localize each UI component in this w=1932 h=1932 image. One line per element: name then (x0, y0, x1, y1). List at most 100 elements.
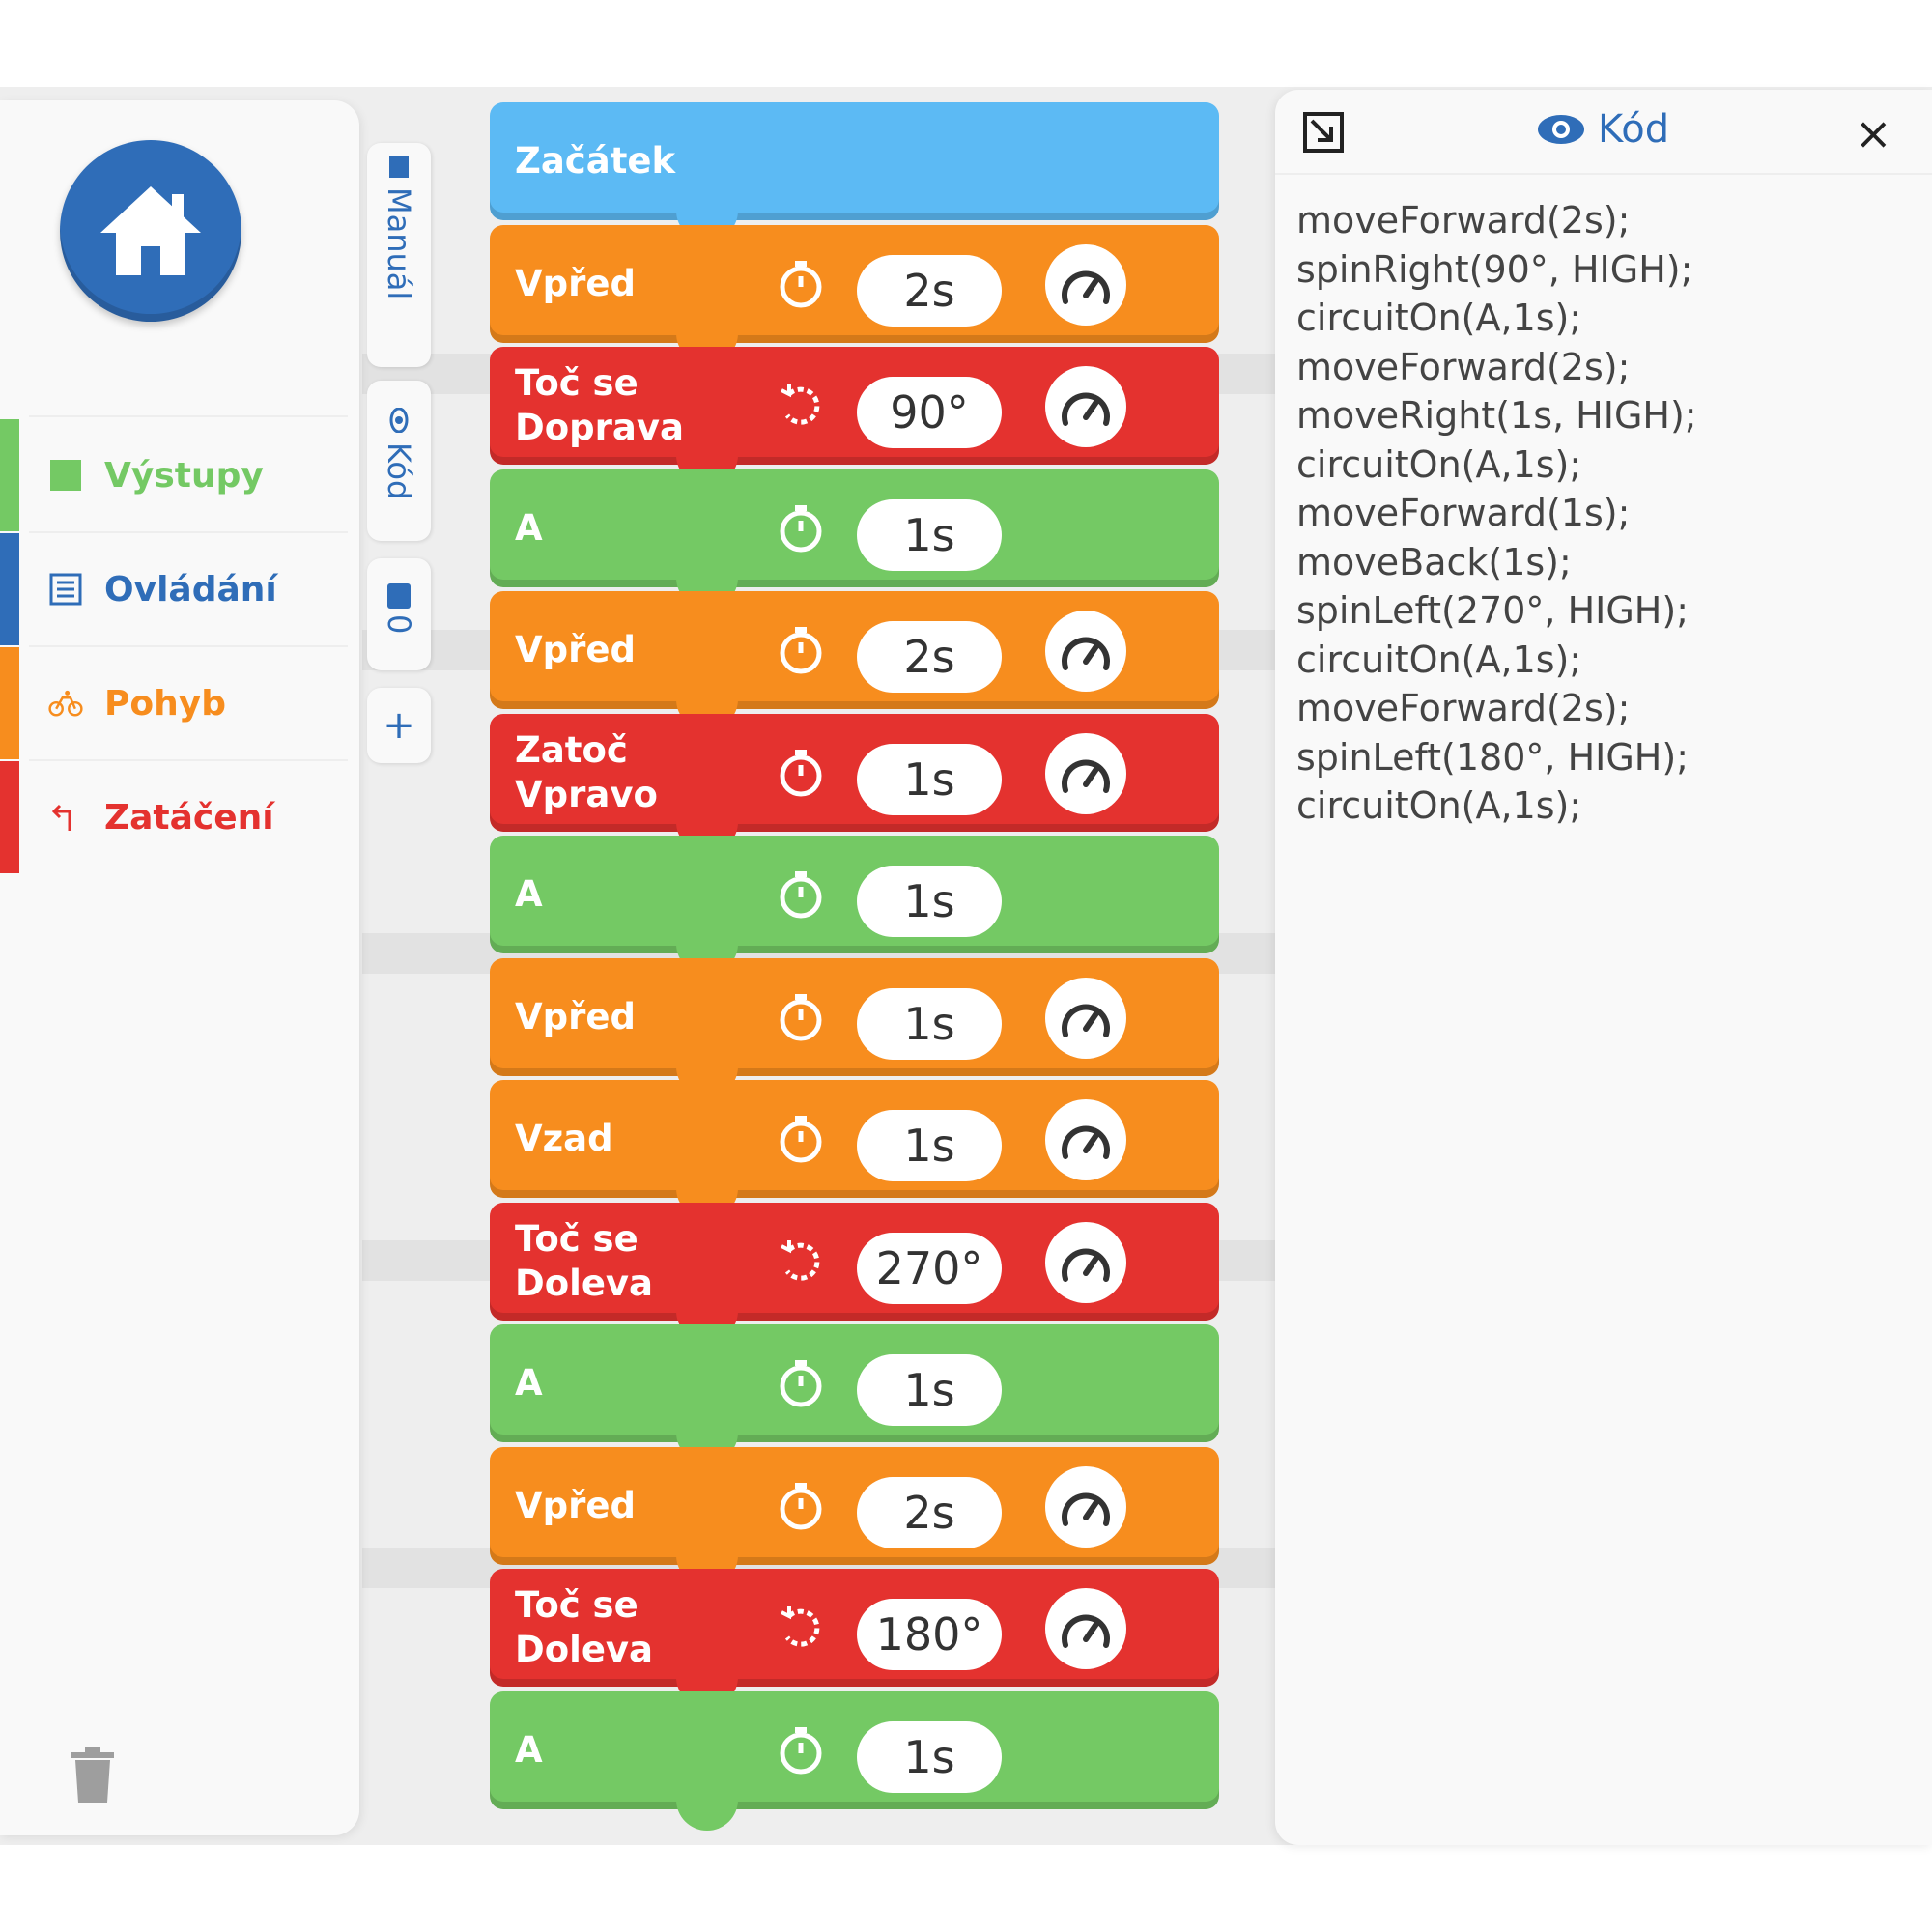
eye-icon (1538, 115, 1584, 144)
code-line: circuitOn(A,1s); (1296, 442, 1582, 486)
home-icon (100, 186, 201, 275)
code-line: circuitOn(A,1s); (1296, 638, 1582, 681)
code-line: moveForward(2s); (1296, 687, 1631, 729)
turn-block[interactable]: Zatoč Vpravo 1s (490, 713, 1219, 832)
move-block[interactable]: Vpřed 2s (490, 1446, 1219, 1565)
timer-icon (776, 259, 826, 309)
speed-gauge-icon[interactable] (1045, 1465, 1126, 1548)
category-label: Zatáčení (104, 797, 274, 838)
speed-gauge-icon[interactable] (1045, 1099, 1126, 1180)
save-icon (387, 583, 411, 609)
category-label: Ovládání (104, 569, 277, 610)
timer-icon (776, 503, 826, 554)
block-value-input[interactable]: 1s (857, 1720, 1002, 1793)
timer-icon (776, 625, 826, 675)
block-label: Zatoč Vpravo (515, 728, 658, 815)
code-line: moveBack(1s); (1296, 540, 1572, 583)
separator (29, 531, 348, 533)
code-line: moveForward(2s); (1296, 199, 1631, 242)
code-text: moveForward(2s); spinRight(90°, HIGH); cir… (1296, 196, 1697, 831)
spin-block[interactable]: Toč se Doleva 270° (490, 1202, 1219, 1321)
move-block[interactable]: Vpřed 2s (490, 224, 1219, 343)
speed-gauge-icon[interactable] (1045, 611, 1126, 692)
circuit-block[interactable]: A 1s (490, 1324, 1219, 1442)
timer-icon (776, 1114, 826, 1164)
rotate-icon (776, 1236, 826, 1287)
move-block[interactable]: Vzad 1s (490, 1080, 1219, 1198)
separator (29, 645, 348, 647)
category-color-bar (0, 647, 19, 759)
block-label: Vpřed (515, 1484, 636, 1526)
block-value-input[interactable]: 1s (857, 1354, 1002, 1426)
block-value-input[interactable]: 2s (857, 254, 1002, 327)
speed-gauge-icon[interactable] (1045, 243, 1126, 326)
speed-gauge-icon[interactable] (1045, 366, 1126, 447)
category-color-bar (0, 533, 19, 645)
block-label: A (515, 873, 543, 915)
move-block[interactable]: Vpřed 2s (490, 591, 1219, 709)
block-label: Toč se Doleva (515, 1584, 653, 1670)
block-label: Vpřed (515, 629, 636, 670)
block-value-input[interactable]: 90° (857, 377, 1002, 448)
category-outputs[interactable]: Výstupy (0, 419, 348, 531)
code-line: circuitOn(A,1s); (1296, 784, 1582, 827)
block-label: Vpřed (515, 995, 636, 1037)
speed-gauge-icon[interactable] (1045, 1221, 1126, 1303)
code-panel: Kód × moveForward(2s); spinRight(90°, HIG… (1275, 90, 1932, 1845)
category-controls[interactable]: Ovládání (0, 533, 348, 645)
block-label: A (515, 506, 543, 549)
speed-gauge-icon[interactable] (1045, 732, 1126, 814)
circuit-block[interactable]: A 1s (490, 836, 1219, 953)
tab-code[interactable]: Kód (367, 381, 431, 541)
category-label: Výstupy (104, 455, 264, 496)
turn-left-icon (48, 800, 83, 835)
speed-gauge-icon[interactable] (1045, 977, 1126, 1059)
home-button[interactable] (60, 140, 242, 322)
category-turning[interactable]: Zatáčení (0, 761, 348, 873)
add-tab-button[interactable]: + (367, 688, 431, 763)
block-value-input[interactable]: 2s (857, 1476, 1002, 1548)
timer-icon (776, 748, 826, 798)
code-line: moveForward(2s); (1296, 345, 1631, 388)
category-motion[interactable]: Pohyb (0, 647, 348, 759)
category-label: Pohyb (104, 683, 226, 724)
category-color-bar (0, 761, 19, 873)
rotate-icon (776, 1603, 826, 1653)
circuit-block[interactable]: A 1s (490, 469, 1219, 587)
block-label: Toč se Doleva (515, 1217, 653, 1304)
timer-icon (776, 1481, 826, 1531)
block-value-input[interactable]: 1s (857, 743, 1002, 815)
block-label: Začátek (515, 140, 676, 182)
plus-icon: + (383, 703, 415, 748)
code-line: spinLeft(180°, HIGH); (1296, 735, 1689, 779)
speed-gauge-icon[interactable] (1045, 1588, 1126, 1669)
block-value-input[interactable]: 1s (857, 866, 1002, 937)
block-value-input[interactable]: 1s (857, 498, 1002, 571)
book-icon (389, 156, 409, 178)
trash-icon[interactable] (70, 1747, 116, 1806)
timer-icon (776, 1725, 826, 1776)
code-panel-title-text: Kód (1598, 107, 1670, 152)
block-value-input[interactable]: 2s (857, 621, 1002, 693)
code-panel-title: Kód (1536, 107, 1669, 152)
block-label: Toč se Doprava (515, 362, 684, 448)
circuit-block[interactable]: A 1s (490, 1690, 1219, 1809)
block-value-input[interactable]: 270° (857, 1232, 1002, 1304)
block-value-input[interactable]: 180° (857, 1599, 1002, 1670)
move-block[interactable]: Vpřed 1s (490, 957, 1219, 1076)
separator (29, 759, 348, 761)
expand-icon[interactable] (1302, 111, 1345, 157)
spin-block[interactable]: Toč se Doprava 90° (490, 347, 1219, 465)
tab-manual[interactable]: Manuál (367, 143, 431, 367)
code-line: circuitOn(A,1s); (1296, 297, 1582, 339)
tab-manual-label: Manuál (381, 187, 417, 300)
code-line: spinRight(90°, HIGH); (1296, 247, 1693, 291)
bicycle-icon (48, 686, 83, 721)
block-value-input[interactable]: 1s (857, 987, 1002, 1060)
block-value-input[interactable]: 1s (857, 1110, 1002, 1181)
spin-block[interactable]: Toč se Doleva 180° (490, 1569, 1219, 1687)
tab-saved[interactable]: 0 (367, 558, 431, 670)
start-block[interactable]: Začátek (490, 102, 1219, 220)
block-label: A (515, 1728, 543, 1771)
close-icon[interactable]: × (1855, 107, 1892, 159)
